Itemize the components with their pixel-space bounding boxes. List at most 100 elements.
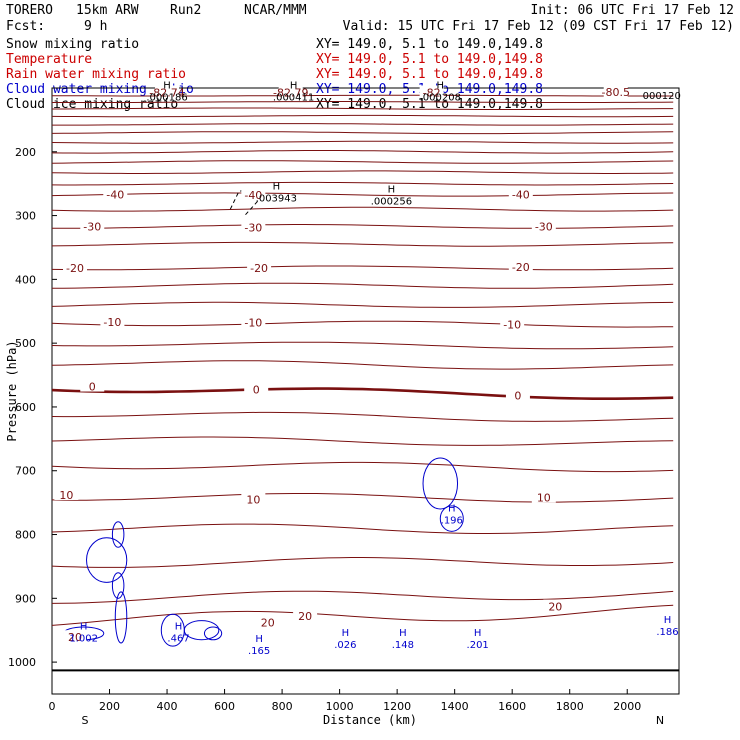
contour-label-bg <box>54 487 79 500</box>
cloud-water-contour <box>114 591 128 644</box>
maximum-symbol: H <box>273 181 281 192</box>
north-end-label: N <box>656 714 664 727</box>
y-axis-label: Pressure (hPa) <box>5 340 19 441</box>
temperature-contour-label: -20 <box>250 262 268 275</box>
contour-label-bg <box>255 615 280 628</box>
x-tick-label: 600 <box>214 700 235 713</box>
y-tick-label: 700 <box>15 465 36 478</box>
south-end-label: S <box>82 714 89 727</box>
temperature-contour-line <box>52 224 674 229</box>
temperature-contour-line <box>52 301 674 308</box>
valid-time: Valid: 15 UTC Fri 17 Feb 12 (09 CST Fri … <box>343 19 734 34</box>
temperature-contours <box>52 94 679 672</box>
maximum-value: .201 <box>467 640 489 651</box>
cloud-water-contour <box>111 521 125 548</box>
contour-label-bg <box>241 188 266 201</box>
temperature-contour-line <box>52 341 674 350</box>
temperature-contour-line <box>52 192 674 197</box>
field-name-1: Temperature <box>6 52 92 67</box>
temperature-contour-line <box>52 282 674 289</box>
temperature-contour-line <box>52 436 674 446</box>
maximum-symbol: H <box>448 503 456 514</box>
maximum-symbol: H <box>163 80 171 91</box>
fcst-value: 9 h <box>84 19 107 34</box>
temperature-contour-label: 10 <box>246 493 260 506</box>
field-xy-2: XY= 149.0, 5.1 to 149.0,149.8 <box>316 67 543 82</box>
contour-label-bg <box>247 260 272 273</box>
x-axis: 0 200 400 600 800 1000 1200 1400 1600 1800 2000 <box>49 689 641 713</box>
temperature-contour-line <box>52 181 674 186</box>
temperature-contour-line <box>52 411 674 422</box>
x-axis-label: Distance (km) <box>323 713 417 727</box>
maximum-value: .000208 <box>420 92 461 103</box>
header: TORERO 15km ARW Run2 NCAR/MMM Init: 06 U… <box>6 3 734 34</box>
temperature-contour-line <box>52 160 674 164</box>
temperature-contour-label: -82.74 <box>149 86 184 99</box>
temperature-contour-label: -10 <box>244 317 262 330</box>
field-legend: Snow mixing ratio XY= 149.0, 5.1 to 149.0… <box>6 37 543 112</box>
temperature-contour-line <box>52 114 674 118</box>
temperature-contour-line <box>52 493 674 503</box>
temperature-contour-label: -10 <box>103 316 121 329</box>
x-tick-label: 1200 <box>383 700 411 713</box>
y-tick-label: 800 <box>15 529 36 542</box>
field-xy-1: XY= 149.0, 5.1 to 149.0,149.8 <box>316 52 543 67</box>
contour-label-bg <box>278 85 303 98</box>
x-tick-label: 1400 <box>441 700 469 713</box>
temperature-contour-label: -82 <box>423 86 441 99</box>
contour-label-bg <box>531 490 556 503</box>
temperature-contour-label: -20 <box>66 262 84 275</box>
temperature-contour-line <box>52 320 674 328</box>
temperature-contour-line <box>52 131 674 135</box>
model-run: Run2 <box>170 3 201 18</box>
contour-label-bg <box>603 84 628 97</box>
temperature-contour-line <box>52 604 674 626</box>
maximum-value: .000411 <box>273 92 314 103</box>
temperature-contour-line <box>52 101 674 103</box>
temperature-contour-label: 0 <box>514 389 521 402</box>
x-tick-label: 800 <box>272 700 293 713</box>
temperature-contour-label: -20 <box>512 261 530 274</box>
fcst-label: Fcst: <box>6 19 45 34</box>
field-name-2: Rain water mixing ratio <box>6 67 186 82</box>
contour-label-bg <box>241 315 266 328</box>
temperature-contour-line <box>52 523 674 534</box>
model-name: TORERO <box>6 3 53 18</box>
cloud-water-contour <box>111 572 125 599</box>
maximum-symbol: H <box>399 628 407 639</box>
temperature-contour-label: 20 <box>298 610 312 623</box>
cloud-water-contours <box>63 188 464 647</box>
contour-label-bg <box>500 317 525 330</box>
maximum-value: 1.002 <box>69 633 98 644</box>
temperature-contour-label: -30 <box>83 220 101 233</box>
temperature-contour-line <box>52 590 674 604</box>
temperature-contour-label: -10 <box>503 319 521 332</box>
field-xy-4: XY= 149.0, 5.1 to 149.0,149.8 <box>316 97 543 112</box>
x-tick-label: 0 <box>49 700 56 713</box>
maximum-symbol: H <box>474 628 482 639</box>
y-tick-label: 500 <box>15 337 36 350</box>
cloud-water-contour <box>439 505 464 532</box>
y-tick-label: 400 <box>15 273 36 286</box>
contour-label-bg <box>508 260 533 273</box>
maximum-symbol: H <box>664 615 672 626</box>
y-tick-label: 600 <box>15 401 36 414</box>
maximum-value: .165 <box>248 646 270 657</box>
contour-label-bg <box>505 388 530 401</box>
x-tick-label: 1800 <box>556 700 584 713</box>
contour-label-bg <box>244 382 269 395</box>
contour-labels: -82.74 -82.79 -82 -80.5 -40 -40 -40 -30 -30 -30 -2… <box>54 84 630 644</box>
temperature-contour-line <box>52 150 674 154</box>
contour-label-bg <box>531 219 556 232</box>
y-tick-label: 200 <box>15 146 36 159</box>
maximum-value: .003943 <box>256 193 297 204</box>
y-tick-label: 300 <box>15 210 36 223</box>
temperature-contour-label: 20 <box>548 601 562 614</box>
contour-label-bg <box>419 85 444 98</box>
temperature-contour-label: -40 <box>244 189 262 202</box>
y-axis: 200 300 400 500 600 700 800 900 1000 <box>8 146 57 669</box>
temperature-contour-label: 0 <box>253 384 260 397</box>
contour-label-bg <box>241 492 266 505</box>
